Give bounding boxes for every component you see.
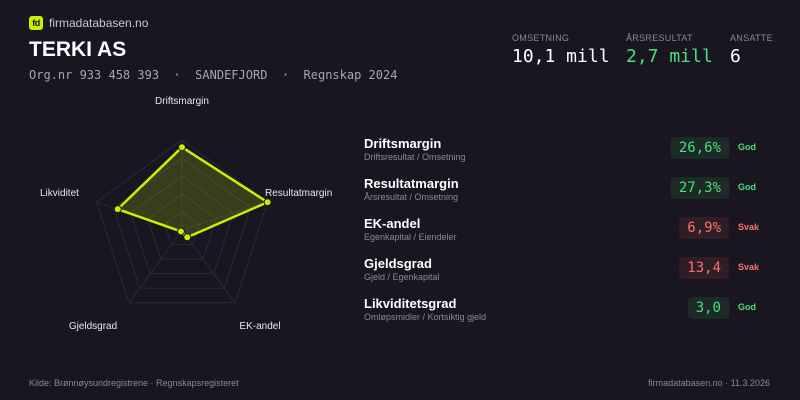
metric-name: Driftsmargin [364,136,442,151]
radar-point [178,143,186,152]
metric-status: God [738,142,756,152]
company-name: TERKI AS [29,38,127,61]
radar-axis-line [181,201,268,231]
metric-value: 13,4 [679,257,729,279]
kpi-result: ÅRSRESULTAT 2,7 mill [626,33,713,67]
radar-axis-label: Gjeldsgrad [69,321,117,332]
metric-formula: Årsresultat / Omsetning [364,192,459,202]
metric-formula: Omløpsmidler / Kortsiktig gjeld [364,312,487,322]
metric-formula: Egenkapital / Eiendeler [364,232,457,242]
metric-row: Resultatmargin Årsresultat / Omsetning 2… [364,176,774,216]
metric-row: Gjeldsgrad Gjeld / Egenkapital 13,4 Svak [364,256,774,296]
kpi-label: OMSETNING [512,33,570,43]
radar-point [263,198,272,207]
metric-value: 6,9% [679,217,729,239]
metric-name: Likviditetsgrad [364,296,457,311]
radar-grid-ring [164,211,200,246]
radar-point [176,227,185,236]
metric-formula: Gjeld / Egenkapital [364,272,440,282]
kpi-value: 6 [730,46,741,67]
metric-value: 27,3% [670,177,729,199]
logo-icon: fd [29,16,43,30]
radar-axis-label: Likviditet [40,188,79,199]
radar-axis-line [181,229,236,304]
metric-row: Likviditetsgrad Omløpsmidler / Kortsikti… [364,296,774,336]
radar-chart: Driftsmargin Resultatmargin EK-andel Gjelds… [40,96,332,332]
metrics-list: Driftsmargin Driftsresultat / Omsetning … [364,136,774,336]
kpi-label: ANSATTE [730,33,773,43]
radar-axis-label: Driftsmargin [155,96,209,107]
brand: fd firmadatabasen.no [29,16,148,30]
metric-status: Svak [738,222,760,232]
radar-point [113,205,122,214]
metric-row: EK-andel Egenkapital / Eiendeler 6,9% Sv… [364,216,774,256]
radar-grid-ring [147,193,217,260]
kpi-value: 10,1 mill [512,46,610,67]
metric-value: 26,6% [670,137,729,159]
footer-source: Kilde: Brønnøysundregistrene · Regnskaps… [29,378,239,388]
metric-name: Gjeldsgrad [364,256,432,271]
metric-status: God [738,302,756,312]
metric-status: Svak [738,262,760,272]
radar-grid-ring [112,157,252,289]
kpi-label: ÅRSRESULTAT [626,33,693,43]
kpi-value: 2,7 mill [626,46,713,67]
radar-axis-label: EK-andel [239,321,280,332]
brand-name: firmadatabasen.no [49,16,149,30]
company-subtitle: Org.nr 933 458 393 · SANDEFJORD · Regnsk… [29,68,398,82]
metric-name: Resultatmargin [364,176,459,191]
metric-status: God [738,182,756,192]
radar-axis-label: Resultatmargin [265,188,332,199]
metric-row: Driftsmargin Driftsresultat / Omsetning … [364,136,774,176]
kpi-revenue: OMSETNING 10,1 mill [512,33,610,67]
radar-grid-ring [130,175,234,275]
metric-name: EK-andel [364,216,421,231]
metric-value: 3,0 [687,297,729,319]
footer-site: firmadatabasen.no · 11.3.2026 [648,378,770,388]
metric-formula: Driftsresultat / Omsetning [364,152,466,162]
radar-series-area [116,145,269,239]
radar-axis-line [128,229,183,304]
radar-point [183,233,192,242]
kpi-employees: ANSATTE 6 [730,33,773,67]
